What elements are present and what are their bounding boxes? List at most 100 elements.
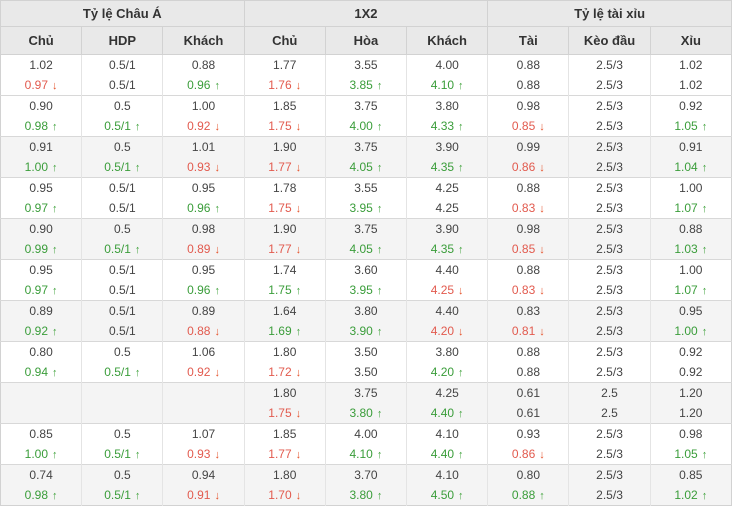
up-arrow-icon: ↑ xyxy=(701,490,708,502)
odds-value: 3.85 xyxy=(349,78,373,92)
odds-row: 1.00 ↑ 0.5/1 ↑ 0.93 ↓ 1.77 ↓ 4.05 ↑ 4.35 ↑ 0.86 ↓ 2.5/… xyxy=(0,157,732,178)
odds-cell: 2.5/3 xyxy=(568,116,651,137)
odds-value: 1.02 xyxy=(29,58,53,72)
odds-value: 0.92 xyxy=(679,345,703,359)
odds-cell: 0.95 xyxy=(162,259,245,280)
odds-cell: 3.95 ↑ xyxy=(324,198,407,219)
odds-cell xyxy=(162,403,245,424)
odds-value: 0.85 xyxy=(679,468,703,482)
odds-cell: 3.70 xyxy=(324,464,407,485)
odds-value: 0.94 xyxy=(24,365,49,379)
odds-value: 1.85 xyxy=(273,99,297,113)
up-arrow-icon: ↑ xyxy=(701,203,708,215)
up-arrow-icon: ↑ xyxy=(134,367,141,379)
odds-value: 0.98 xyxy=(516,99,540,113)
up-arrow-icon: ↑ xyxy=(376,80,383,92)
odds-value: 2.5/3 xyxy=(596,242,623,256)
down-arrow-icon: ↓ xyxy=(214,490,220,502)
odds-value: 3.75 xyxy=(354,140,378,154)
odds-cell: 0.86 ↓ xyxy=(487,157,569,178)
odds-cell: 1.90 xyxy=(243,218,326,239)
match-odds-block: 0.85 0.5 1.07 1.85 4.00 4.10 0.93 2.5/3 0.98 1.00… xyxy=(0,423,732,465)
odds-value: 0.88 xyxy=(516,181,540,195)
odds-value: 0.93 xyxy=(187,447,211,461)
odds-cell: 1.85 xyxy=(243,95,326,116)
odds-value: 4.20 xyxy=(430,324,455,338)
odds-value: 1.00 xyxy=(679,181,703,195)
odds-cell: 3.75 xyxy=(324,382,407,403)
odds-cell: 0.92 ↓ xyxy=(162,116,245,137)
down-arrow-icon: ↓ xyxy=(539,162,545,174)
odds-value: 0.88 xyxy=(516,78,540,92)
down-arrow-icon: ↓ xyxy=(295,162,302,174)
odds-cell: 0.91 xyxy=(0,136,82,157)
odds-value: 3.50 xyxy=(354,365,378,379)
odds-value: 0.98 xyxy=(24,488,49,502)
table-header: Tỷ lệ Châu Á 1X2 Tỷ lệ tài xỉu Chủ HDP K… xyxy=(0,0,732,55)
odds-row: 0.95 0.5/1 0.95 1.74 3.60 4.40 0.88 2.5/3 1.00 xyxy=(0,259,732,280)
odds-value: 0.61 xyxy=(516,406,540,420)
odds-cell: 0.95 xyxy=(649,300,732,321)
odds-cell: 0.88 ↓ xyxy=(162,321,245,342)
odds-value: 0.95 xyxy=(191,263,216,277)
odds-value: 3.95 xyxy=(349,283,373,297)
odds-value: 3.80 xyxy=(435,345,459,359)
up-arrow-icon: ↑ xyxy=(376,121,383,133)
odds-value: 0.97 xyxy=(24,78,49,92)
odds-value: 3.80 xyxy=(354,304,378,318)
odds-value: 0.5 xyxy=(113,468,131,482)
odds-value: 2.5/3 xyxy=(596,447,623,461)
odds-cell: 3.90 xyxy=(406,218,488,239)
odds-cell: 1.00 xyxy=(162,95,245,116)
odds-cell: 0.97 ↑ xyxy=(0,280,82,301)
odds-cell: 0.85 ↓ xyxy=(487,116,569,137)
odds-cell: 0.85 xyxy=(649,464,732,485)
col-header-1x2-home: Chủ xyxy=(243,26,326,55)
odds-value: 0.92 xyxy=(24,324,49,338)
odds-cell: 4.50 ↑ xyxy=(406,485,488,506)
down-arrow-icon: ↓ xyxy=(214,326,220,338)
odds-value: 2.5/3 xyxy=(596,201,623,215)
down-arrow-icon: ↓ xyxy=(295,449,302,461)
odds-value: 0.88 xyxy=(516,345,540,359)
odds-value: 0.96 xyxy=(187,78,211,92)
odds-cell: 0.61 xyxy=(487,382,569,403)
up-arrow-icon: ↑ xyxy=(701,326,708,338)
odds-value: 0.92 xyxy=(187,119,211,133)
odds-value: 1.20 xyxy=(679,386,703,400)
odds-cell: 0.83 ↓ xyxy=(487,198,569,219)
odds-cell: 0.5/1 xyxy=(81,321,163,342)
odds-cell: 3.95 ↑ xyxy=(324,280,407,301)
group-header-asian-handicap: Tỷ lệ Châu Á xyxy=(0,0,245,27)
odds-value: 4.25 xyxy=(435,386,459,400)
odds-cell: 2.5/3 xyxy=(568,136,651,157)
odds-value: 3.90 xyxy=(435,140,459,154)
odds-row: 0.74 0.5 0.94 1.80 3.70 4.10 0.80 2.5/3 0.85 xyxy=(0,464,732,485)
odds-cell: 0.5 xyxy=(81,95,163,116)
odds-cell: 1.75 ↓ xyxy=(243,403,326,424)
odds-cell: 0.5 xyxy=(81,464,163,485)
odds-cell: 4.20 ↑ xyxy=(406,362,488,383)
odds-value: 0.90 xyxy=(29,222,53,236)
odds-value: 4.50 xyxy=(430,488,455,502)
odds-value: 2.5/3 xyxy=(596,78,623,92)
odds-cell: 2.5/3 xyxy=(568,321,651,342)
odds-value: 3.90 xyxy=(349,324,373,338)
odds-cell: 1.01 xyxy=(162,136,245,157)
odds-cell: 1.69 ↑ xyxy=(243,321,326,342)
odds-cell: 0.90 xyxy=(0,218,82,239)
odds-value: 0.5/1 xyxy=(108,181,136,195)
odds-cell: 0.5/1 ↑ xyxy=(81,157,163,178)
odds-value: 0.74 xyxy=(29,468,53,482)
odds-cell: 0.95 xyxy=(0,259,82,280)
up-arrow-icon: ↑ xyxy=(52,244,58,256)
odds-value: 3.95 xyxy=(349,201,373,215)
odds-value: 4.00 xyxy=(354,427,378,441)
up-arrow-icon: ↑ xyxy=(134,121,141,133)
odds-value: 0.88 xyxy=(516,263,540,277)
up-arrow-icon: ↑ xyxy=(52,121,58,133)
odds-cell: 1.20 xyxy=(649,382,732,403)
up-arrow-icon: ↑ xyxy=(134,162,141,174)
odds-cell: 1.05 ↑ xyxy=(649,116,732,137)
